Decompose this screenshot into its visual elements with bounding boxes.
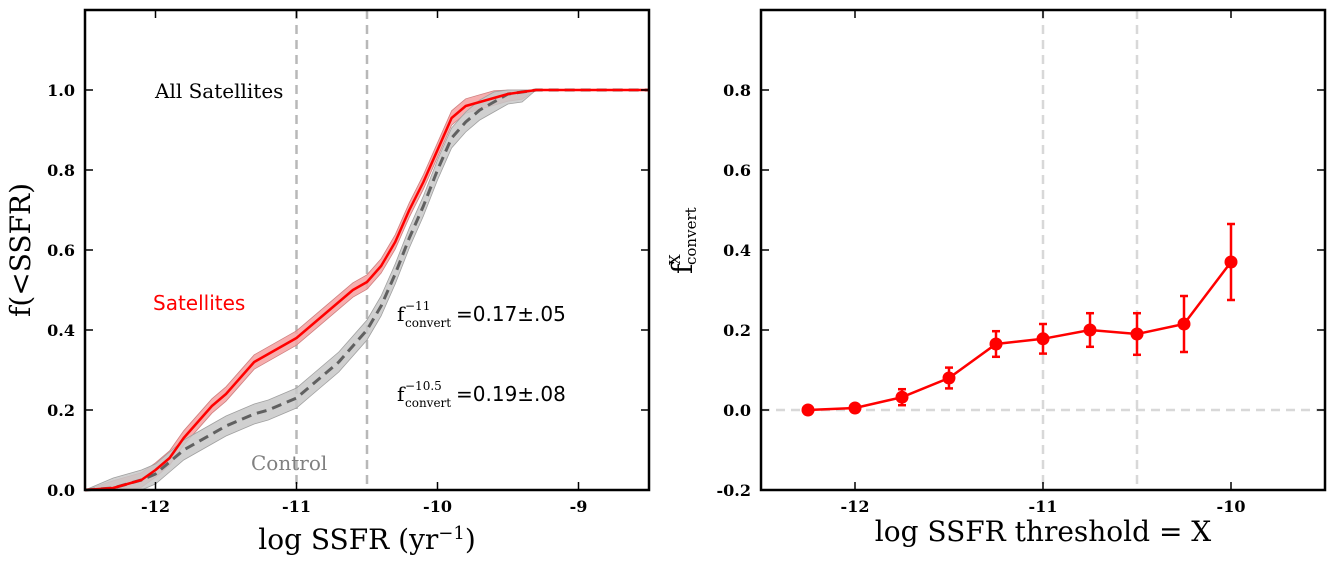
right-y-axis-label: f X convert xyxy=(666,207,700,274)
left-ytick-label: 0.6 xyxy=(47,241,75,260)
data-point xyxy=(1130,327,1144,341)
right-ylabel-sup: X xyxy=(666,254,684,265)
right-ytick-label: 0.6 xyxy=(723,161,751,180)
fconvert-10-5-base: f xyxy=(397,382,406,406)
control-cdf-line xyxy=(84,88,649,492)
left-ytick-label: 0.4 xyxy=(47,321,75,340)
right-ylabel-base: f xyxy=(666,261,699,274)
left-x-axis-label: log SSFR (yr−1) xyxy=(258,523,476,556)
right-ytick-label: 0.0 xyxy=(723,401,751,420)
left-xlabel-main: log SSFR (yr xyxy=(258,523,439,556)
right-xtick-label: -12 xyxy=(841,497,870,516)
data-point xyxy=(942,371,956,385)
left-xlabel-end: ) xyxy=(465,523,476,556)
fconvert-11-value: =0.17±.05 xyxy=(456,302,566,326)
data-point xyxy=(1177,317,1191,331)
fconvert-11-sup: −11 xyxy=(405,299,430,313)
left-ytick-label: 0.8 xyxy=(47,161,75,180)
satellites-cdf-line xyxy=(84,88,649,492)
right-ytick-label: 0.2 xyxy=(723,321,751,340)
fconvert-10-5-sub: convert xyxy=(405,396,451,410)
annotation-fconvert-11: f −11 convert =0.17±.05 xyxy=(397,299,566,330)
data-point xyxy=(1036,332,1050,346)
annotation-fconvert-10-5: f −10.5 convert =0.19±.08 xyxy=(397,379,566,410)
left-xtick-label: -12 xyxy=(141,497,170,516)
left-y-axis-label: f(<SSFR) xyxy=(4,183,37,317)
right-ytick-label: -0.2 xyxy=(717,481,751,500)
right-ytick-label: 0.8 xyxy=(723,81,751,100)
left-ytick-label: 0.0 xyxy=(47,481,75,500)
left-panel: -12 -11 -10 -9 0.0 0.2 0.4 0.6 0.8 1.0 All Satell… xyxy=(4,8,651,556)
data-point xyxy=(1224,255,1238,269)
left-xtick-label: -10 xyxy=(423,497,452,516)
right-xtick-label: -11 xyxy=(1029,497,1058,516)
satellites-error-band xyxy=(84,89,649,491)
right-ylabel-sub: convert xyxy=(682,207,700,265)
fconvert-10-5-sup: −10.5 xyxy=(405,379,442,393)
right-xtick-label: -10 xyxy=(1217,497,1246,516)
fconvert-line xyxy=(807,261,1232,412)
right-x-axis-label: log SSFR threshold = X xyxy=(875,515,1212,548)
fconvert-10-5-value: =0.19±.08 xyxy=(456,382,566,406)
data-point xyxy=(989,337,1003,351)
right-panel: -12 -11 -10 -0.2 0.0 0.2 0.4 0.6 0.8 log SSFR th… xyxy=(666,8,1327,548)
control-error-band xyxy=(84,89,649,491)
label-satellites: Satellites xyxy=(153,291,245,315)
left-ytick-label: 0.2 xyxy=(47,401,75,420)
right-ytick-label: 0.4 xyxy=(723,241,751,260)
data-point xyxy=(848,401,862,415)
fconvert-11-sub: convert xyxy=(405,316,451,330)
data-point xyxy=(1083,323,1097,337)
data-point xyxy=(801,403,815,417)
label-control: Control xyxy=(251,451,327,475)
left-xtick-label: -9 xyxy=(570,497,588,516)
fconvert-11-base: f xyxy=(397,302,406,326)
data-point xyxy=(895,390,909,404)
left-xlabel-sup: −1 xyxy=(438,523,465,544)
label-all-satellites: All Satellites xyxy=(154,79,283,103)
left-ytick-label: 1.0 xyxy=(47,81,75,100)
left-xtick-label: -11 xyxy=(282,497,311,516)
